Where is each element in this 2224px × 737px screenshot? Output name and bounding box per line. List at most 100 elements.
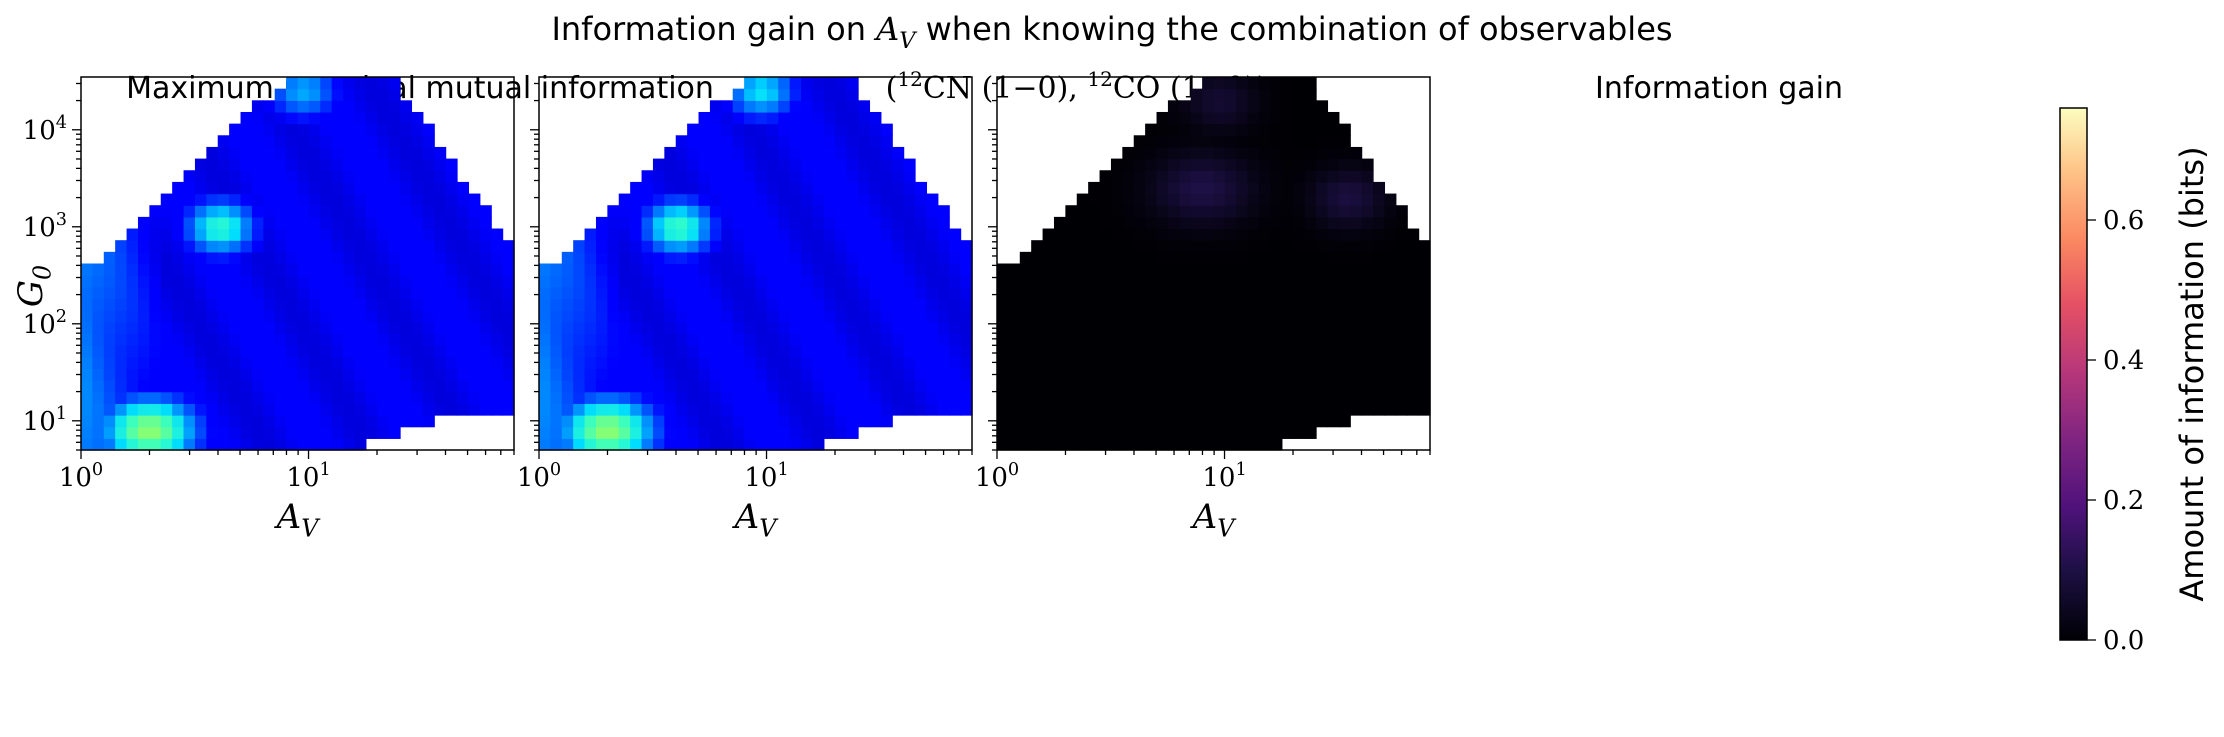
heatmap-cell bbox=[744, 100, 757, 113]
heatmap-cell bbox=[997, 333, 1009, 346]
heatmap-cell bbox=[365, 111, 378, 125]
heatmap-cell bbox=[755, 426, 768, 439]
heatmap-cell bbox=[892, 345, 905, 358]
heatmap-cell bbox=[823, 391, 836, 404]
heatmap-cell bbox=[343, 380, 356, 393]
heatmap-cell bbox=[1065, 263, 1078, 276]
heatmap-cell bbox=[479, 391, 492, 404]
heatmap-cell bbox=[377, 88, 390, 101]
heatmap-cell bbox=[149, 275, 162, 288]
heatmap-cell bbox=[539, 333, 551, 346]
heatmap-cell bbox=[502, 275, 515, 288]
heatmap-cell bbox=[434, 146, 447, 160]
heatmap-cell bbox=[1076, 228, 1089, 241]
heatmap-cell bbox=[251, 100, 264, 113]
heatmap-cell bbox=[1281, 193, 1294, 206]
heatmap-cell bbox=[1156, 298, 1169, 311]
heatmap-cell bbox=[755, 298, 768, 311]
heatmap-cell bbox=[1076, 438, 1089, 451]
heatmap-cell bbox=[172, 298, 185, 311]
heatmap-cell bbox=[343, 111, 356, 125]
heatmap-cell bbox=[308, 205, 321, 218]
heatmap-cell bbox=[1361, 298, 1374, 311]
heatmap-cell bbox=[1088, 321, 1101, 335]
heatmap-cell bbox=[1202, 263, 1215, 276]
heatmap-cell bbox=[698, 368, 711, 381]
heatmap-cell bbox=[1167, 298, 1180, 311]
heatmap-cell bbox=[217, 380, 230, 393]
heatmap-cell bbox=[607, 216, 620, 230]
heatmap-cell bbox=[664, 345, 677, 358]
heatmap-cell bbox=[1327, 356, 1340, 370]
heatmap-cell bbox=[915, 240, 928, 253]
heatmap-cell bbox=[206, 286, 219, 300]
heatmap-cell bbox=[880, 298, 893, 311]
heatmap-cell bbox=[1350, 205, 1363, 218]
heatmap-cell bbox=[365, 356, 378, 370]
heatmap-cell bbox=[1167, 240, 1180, 253]
heatmap-cell bbox=[445, 391, 458, 404]
heatmap-cell bbox=[1202, 345, 1215, 358]
heatmap-cell bbox=[1338, 146, 1351, 160]
heatmap-cell bbox=[1395, 275, 1408, 288]
heatmap-cell bbox=[160, 263, 173, 276]
heatmap-cell bbox=[137, 333, 150, 346]
heatmap-cell bbox=[709, 263, 722, 276]
heatmap-cell bbox=[1247, 321, 1260, 335]
heatmap-cell bbox=[217, 251, 230, 265]
heatmap-cell bbox=[880, 193, 893, 206]
heatmap-cell bbox=[1407, 251, 1420, 265]
heatmap-cell bbox=[103, 298, 116, 311]
heatmap-cell bbox=[377, 158, 390, 171]
heatmap-cell bbox=[1099, 391, 1112, 404]
heatmap-cell bbox=[297, 403, 310, 416]
heatmap-cell bbox=[744, 415, 757, 428]
heatmap-cell bbox=[766, 170, 779, 183]
heatmap-cell bbox=[801, 380, 814, 393]
heatmap-cell bbox=[400, 193, 413, 206]
heatmap-cell bbox=[584, 251, 597, 265]
heatmap-cell bbox=[915, 391, 928, 404]
heatmap-cell bbox=[308, 426, 321, 439]
heatmap-cell bbox=[217, 403, 230, 416]
heatmap-cell bbox=[274, 205, 287, 218]
heatmap-cell bbox=[194, 356, 207, 370]
heatmap-cell bbox=[388, 345, 401, 358]
heatmap-cell bbox=[926, 345, 939, 358]
heatmap-cell bbox=[778, 240, 791, 253]
heatmap-cell bbox=[92, 298, 105, 311]
heatmap-cell bbox=[320, 240, 333, 253]
heatmap-cell bbox=[1179, 251, 1192, 265]
heatmap-cell bbox=[81, 298, 93, 311]
heatmap-cell bbox=[206, 321, 219, 335]
heatmap-cell bbox=[1384, 240, 1397, 253]
heatmap-cell bbox=[286, 123, 299, 136]
heatmap-cell bbox=[1088, 251, 1101, 265]
heatmap-cell bbox=[308, 286, 321, 300]
heatmap-cell bbox=[812, 391, 825, 404]
heatmap-cell bbox=[869, 286, 882, 300]
heatmap-cell bbox=[411, 286, 424, 300]
heatmap-cell bbox=[308, 263, 321, 276]
heatmap-cell bbox=[1202, 228, 1215, 241]
heatmap-cell bbox=[343, 368, 356, 381]
heatmap-cell bbox=[687, 251, 700, 265]
heatmap-cell bbox=[115, 251, 128, 265]
heatmap-cell bbox=[251, 275, 264, 288]
heatmap-cell bbox=[766, 100, 779, 113]
heatmap-cell bbox=[561, 380, 574, 393]
heatmap-cell bbox=[1031, 415, 1044, 428]
heatmap-cell bbox=[812, 368, 825, 381]
heatmap-cell bbox=[320, 181, 333, 195]
heatmap-cell bbox=[573, 438, 586, 451]
heatmap-cell bbox=[584, 321, 597, 335]
heatmap-cell bbox=[1293, 275, 1306, 288]
heatmap-cell bbox=[422, 135, 435, 148]
heatmap-cell bbox=[103, 321, 116, 335]
heatmap-cell bbox=[1281, 356, 1294, 370]
heatmap-cell bbox=[652, 321, 665, 335]
heatmap-cell bbox=[1293, 158, 1306, 171]
heatmap-cell bbox=[491, 321, 504, 335]
heatmap-cell bbox=[422, 158, 435, 171]
heatmap-cell bbox=[1190, 310, 1203, 323]
